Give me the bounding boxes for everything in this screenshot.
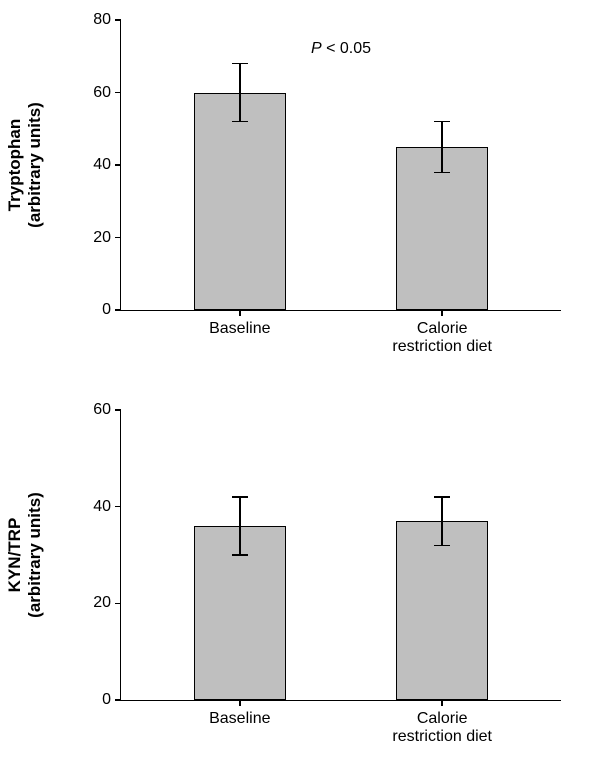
panel-bottom: 0204060BaselineCalorierestriction dietKY… (120, 410, 560, 700)
panel-top: 020406080BaselineCalorierestriction diet… (120, 20, 560, 310)
xtick-label: Calorierestriction diet (392, 310, 492, 356)
error-cap (232, 554, 248, 556)
error-bar (441, 122, 443, 173)
ytick-label: 60 (93, 401, 121, 419)
y-axis-label: Tryptophan(arbitrary units) (5, 65, 45, 265)
y-axis-label: KYN/TRP(arbitrary units) (5, 455, 45, 655)
ytick-label: 20 (93, 594, 121, 612)
xtick-label: Baseline (209, 310, 270, 338)
error-bar (239, 64, 241, 122)
error-cap (434, 496, 450, 498)
bar (194, 93, 286, 311)
ytick-label: 60 (93, 84, 121, 102)
bar (396, 521, 488, 700)
ytick-label: 20 (93, 229, 121, 247)
ytick-label: 0 (102, 691, 121, 709)
ytick-label: 80 (93, 11, 121, 29)
plot-area: 0204060BaselineCalorierestriction diet (120, 410, 561, 701)
p-value-annotation: P < 0.05 (311, 40, 371, 58)
error-cap (232, 121, 248, 123)
error-cap (434, 121, 450, 123)
ytick-label: 40 (93, 498, 121, 516)
ytick-label: 40 (93, 156, 121, 174)
xtick-label: Baseline (209, 700, 270, 728)
plot-area: 020406080BaselineCalorierestriction diet… (120, 20, 561, 311)
error-cap (232, 496, 248, 498)
figure: 0 20 40 60 80 Baseline Calorierestriction diet… (0, 0, 606, 764)
error-bar (239, 497, 241, 555)
error-cap (434, 545, 450, 547)
ytick-label: 0 (102, 301, 121, 319)
error-cap (434, 172, 450, 174)
xtick-label: Calorierestriction diet (392, 700, 492, 746)
error-cap (232, 63, 248, 65)
error-bar (441, 497, 443, 545)
